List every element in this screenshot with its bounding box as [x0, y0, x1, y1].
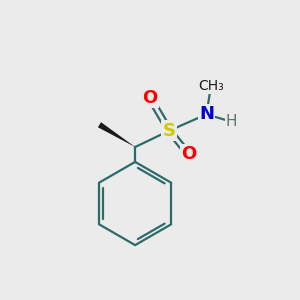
Text: H: H: [226, 114, 238, 129]
Text: CH₃: CH₃: [198, 79, 224, 93]
Polygon shape: [98, 122, 135, 147]
Text: N: N: [199, 105, 214, 123]
Text: S: S: [163, 122, 176, 140]
Text: O: O: [181, 146, 196, 164]
Text: O: O: [142, 89, 158, 107]
